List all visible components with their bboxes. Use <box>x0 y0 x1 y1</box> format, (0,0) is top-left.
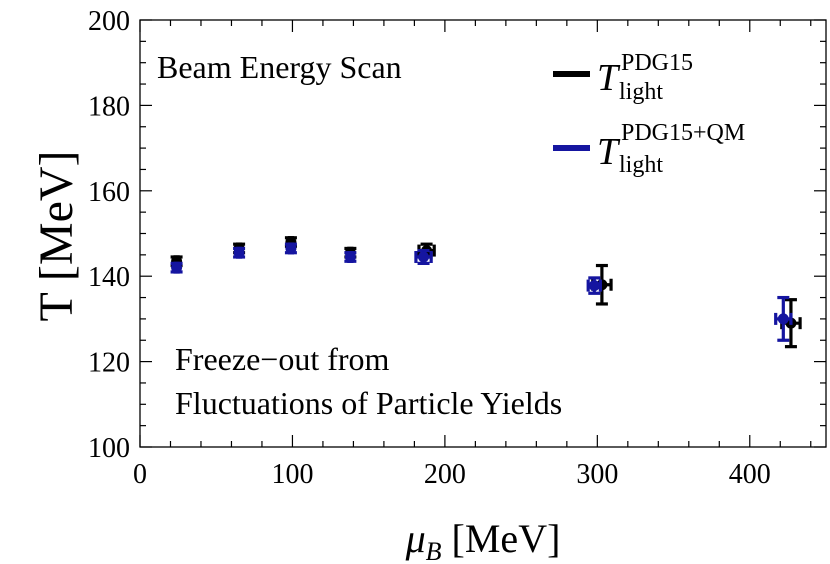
axis-ticks <box>139 19 826 448</box>
data-point-pdg15-qm <box>344 250 357 263</box>
x-tick-label: 0 <box>133 459 147 490</box>
data-point-pdg15-qm <box>170 261 183 274</box>
marker <box>285 242 297 254</box>
legend-label-pdg15-qm-sup: PDG15+QM <box>621 120 745 146</box>
y-tick-label: 140 <box>88 262 130 293</box>
legend-label-pdg15-sub: light <box>619 79 663 105</box>
marker <box>588 280 600 292</box>
y-axis-label: T [MeV] <box>30 150 83 321</box>
x-axis-label-subscript: B <box>426 537 442 564</box>
data-point-pdg15-qm <box>414 248 433 265</box>
y-tick-label: 160 <box>88 177 130 208</box>
data-point-pdg15-qm <box>586 276 602 295</box>
legend-label-pdg15-qm-main: T <box>597 131 621 173</box>
legend: T PDG15 light T PDG15+QM light <box>553 50 745 178</box>
x-tick-label: 400 <box>729 459 771 490</box>
y-tick-label: 200 <box>88 6 130 37</box>
y-tick-label: 180 <box>88 91 130 122</box>
x-tick-label: 200 <box>424 459 466 490</box>
legend-label-pdg15-sup: PDG15 <box>621 50 693 76</box>
y-tick-label: 120 <box>88 348 130 379</box>
legend-label-pdg15-main: T <box>597 57 621 99</box>
marker <box>171 262 183 274</box>
legend-label-pdg15-qm-sub: light <box>619 152 663 178</box>
y-tick-label: 100 <box>88 433 130 464</box>
marker <box>233 247 245 259</box>
marker <box>777 313 789 325</box>
x-tick-label: 100 <box>271 459 313 490</box>
data-point-pdg15-qm <box>284 242 297 255</box>
x-axis-label-symbol: μ <box>405 516 426 561</box>
x-tick-label: 300 <box>576 459 618 490</box>
annotation-beam-energy-scan: Beam Energy Scan <box>157 49 402 85</box>
x-axis-label-unit: [MeV] <box>452 516 561 561</box>
annotation-freeze-out-line1: Freeze−out from <box>175 341 390 377</box>
marker <box>344 251 356 263</box>
data-points <box>170 236 802 349</box>
data-point-pdg15-qm <box>233 246 246 259</box>
data-point-pdg15-qm <box>774 295 793 342</box>
annotation-freeze-out-line2: Fluctuations of Particle Yields <box>175 385 562 421</box>
x-axis-label: μB [MeV] <box>405 516 561 564</box>
marker <box>418 251 430 263</box>
